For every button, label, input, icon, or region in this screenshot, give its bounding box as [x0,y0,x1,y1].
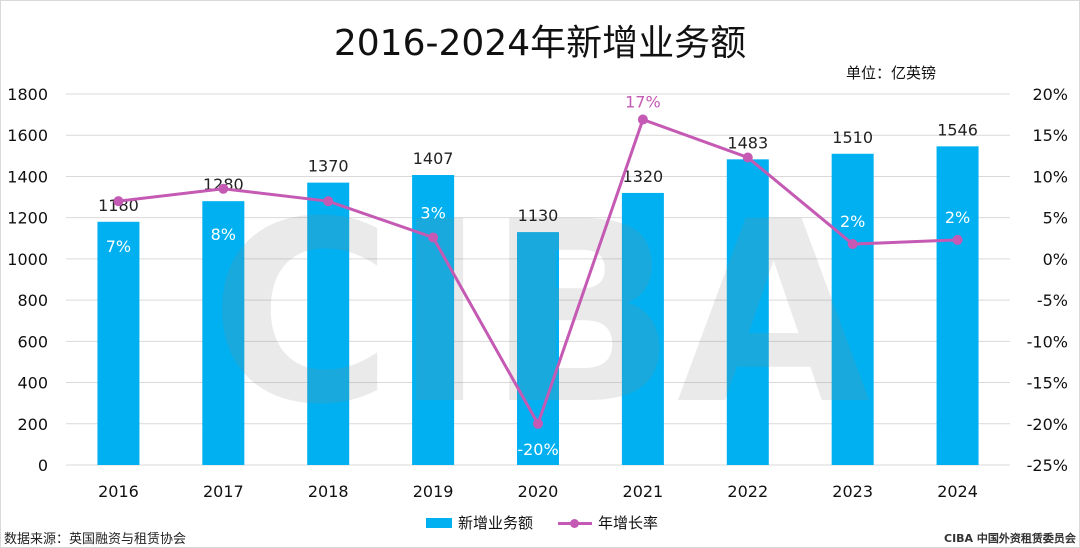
growth-point [218,183,229,194]
y-left-tick-label: 1600 [7,126,48,145]
growth-point [533,418,543,429]
watermark-text: CIBA [210,168,871,459]
growth-point [847,239,858,250]
growth-point [742,152,753,163]
x-tick-label: 2017 [203,482,244,501]
y-right-tick-label: -15% [1027,374,1068,393]
bar [621,192,664,465]
y-left-tick-label: 1200 [7,209,48,228]
legend-label-bar: 新增业务额 [458,514,534,532]
y-right-tick-label: 20% [1032,85,1068,104]
unit-label: 单位：亿英镑 [846,64,937,82]
growth-label: 2% [945,208,970,227]
x-tick-label: 2020 [518,482,559,501]
y-right-tick-label: -10% [1027,332,1068,351]
growth-label: 8% [211,225,236,244]
growth-label: 7% [106,237,131,256]
bar [412,175,455,466]
legend-swatch-bar [426,517,452,528]
bar-value-label: 1320 [623,167,664,186]
x-tick-label: 2023 [832,482,873,501]
growth-label: 3% [420,203,445,222]
y-left-tick-label: 800 [17,291,48,310]
legend-item-bar: 新增业务额 [426,512,533,533]
bar [831,153,874,465]
y-right-tick-label: -25% [1027,456,1068,475]
y-left-tick-label: 400 [17,374,48,393]
x-tick-label: 2019 [413,482,454,501]
y-right-tick-label: 10% [1032,167,1068,186]
bar [97,221,140,465]
x-tick-label: 2018 [308,482,349,501]
y-left-tick-label: 1000 [7,250,48,269]
source-note: 数据来源：英国融资与租赁协会 [4,532,187,547]
growth-point [428,232,439,243]
x-tick-label: 2021 [623,482,664,501]
chart-legend: 新增业务额 年增长率 [0,512,1080,534]
y-left-tick-label: 0 [38,456,48,475]
growth-label: -20% [517,440,558,459]
legend-label-line: 年增长率 [598,514,659,532]
growth-point [637,114,648,125]
y-left-tick-label: 200 [17,415,48,434]
x-tick-label: 2024 [937,482,978,501]
bar-value-label: 1510 [832,128,873,147]
bar-value-label: 1483 [727,133,768,152]
bar-value-label: 1407 [413,149,454,168]
y-left-tick-label: 600 [17,332,48,351]
growth-point [113,196,124,207]
y-left-tick-label: 1400 [7,167,48,186]
credit-logo: CIBA 中国外资租赁委员会 [944,532,1076,545]
growth-label: 17% [625,93,661,112]
bar-value-label: 1546 [937,120,978,139]
growth-point [952,234,963,245]
x-tick-label: 2022 [727,482,768,501]
y-right-tick-label: 0% [1043,250,1068,269]
legend-swatch-line [558,518,592,528]
x-tick-label: 2016 [98,482,139,501]
y-right-tick-label: -20% [1027,415,1068,434]
y-right-tick-label: 5% [1043,209,1068,228]
bar-value-label: 1130 [518,206,559,225]
y-right-tick-label: -5% [1037,291,1068,310]
y-left-tick-label: 1800 [7,85,48,104]
chart-title: 2016-2024年新增业务额 [333,23,747,64]
growth-label: 2% [840,212,865,231]
bar [936,146,979,465]
growth-point [323,196,334,207]
bar [307,182,350,465]
bar [726,159,769,465]
y-right-tick-label: 15% [1032,126,1068,145]
bar-value-label: 1370 [308,157,349,176]
bar [202,201,245,465]
legend-item-line: 年增长率 [558,512,658,533]
